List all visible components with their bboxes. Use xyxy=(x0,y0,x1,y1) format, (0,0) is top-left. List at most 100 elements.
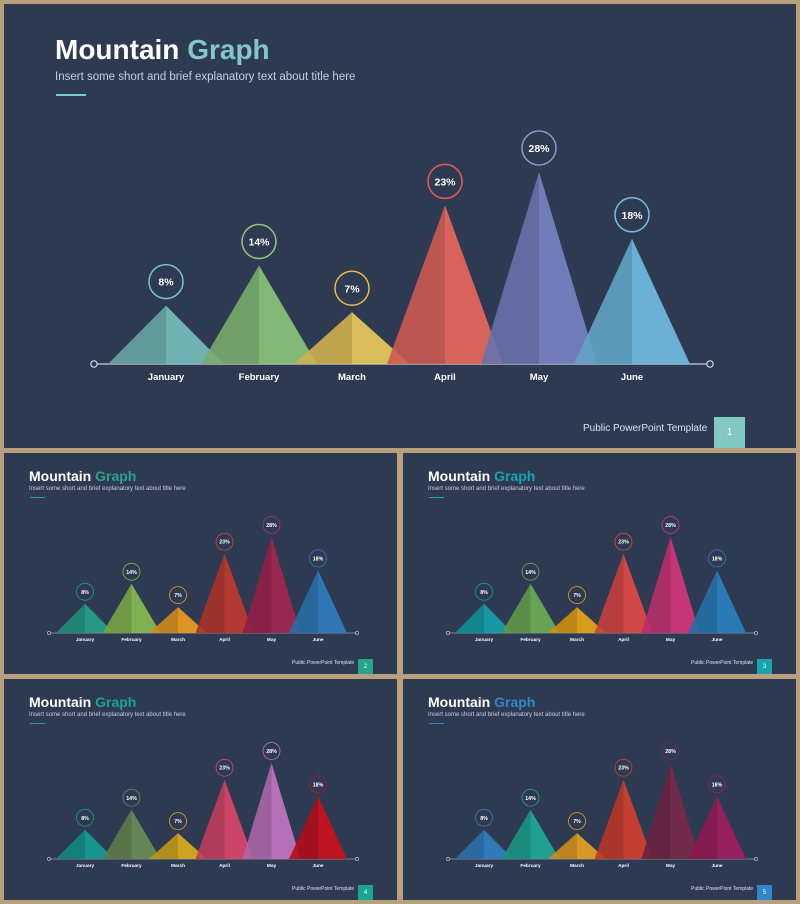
peak-left-face xyxy=(149,607,178,633)
peak-right-face xyxy=(318,796,347,859)
footer-text: Public PowerPoint Template xyxy=(292,886,355,892)
peak-right-face xyxy=(530,809,560,859)
data-label-ring xyxy=(334,270,370,306)
peak-shade xyxy=(195,779,225,859)
mountain-chart: 8% January 14% February 7% March 23% April 28% Ma… xyxy=(90,130,714,383)
peak-left-face xyxy=(455,603,484,633)
peak-shade xyxy=(594,779,624,859)
page-number: 2 xyxy=(358,659,373,674)
footer-text: Public PowerPoint Template xyxy=(583,423,708,434)
title-main: Mountain xyxy=(55,34,180,65)
peak-shade xyxy=(641,537,671,633)
data-label-ring xyxy=(568,812,586,830)
mountain-peak xyxy=(289,796,347,859)
mountain-peak xyxy=(102,583,161,633)
data-label: 18% xyxy=(712,556,723,562)
data-label-ring xyxy=(262,516,281,534)
data-label-ring xyxy=(122,562,141,581)
data-label: 28% xyxy=(665,523,676,529)
mountain-peak xyxy=(548,833,606,859)
peak-shade xyxy=(289,796,318,859)
peak-shade xyxy=(574,238,632,364)
data-label-ring xyxy=(309,775,327,794)
data-label: 28% xyxy=(665,749,676,755)
mountain-peak xyxy=(387,205,503,364)
data-label-ring xyxy=(122,788,141,807)
data-label: 7% xyxy=(573,593,581,599)
x-tick-label: February xyxy=(520,637,541,643)
axis-end-marker xyxy=(355,857,359,861)
peak-shade xyxy=(56,603,85,633)
axis-end-marker xyxy=(90,360,98,368)
peak-left-face xyxy=(594,553,624,633)
data-label-ring xyxy=(521,788,540,807)
mountain-peak xyxy=(201,265,317,364)
x-tick-label: April xyxy=(618,637,629,643)
peak-shade xyxy=(102,583,132,633)
page-number: 5 xyxy=(757,885,772,900)
mountain-peak xyxy=(289,570,347,633)
slide-subtitle: Insert some short and brief explanatory … xyxy=(428,712,585,718)
peak-right-face xyxy=(131,583,161,633)
peak-shade xyxy=(548,607,577,633)
title-main: Mountain xyxy=(428,694,491,710)
peak-right-face xyxy=(623,553,653,633)
peak-left-face xyxy=(455,829,484,859)
slide-title: Mountain Graph xyxy=(428,694,535,710)
peak-left-face xyxy=(387,205,445,364)
data-label: 23% xyxy=(219,540,230,546)
peak-left-face xyxy=(195,553,225,633)
peak-left-face xyxy=(548,833,577,859)
data-label: 14% xyxy=(248,237,270,249)
data-label: 28% xyxy=(528,143,550,155)
data-label-ring xyxy=(169,586,187,604)
data-label: 18% xyxy=(313,782,324,788)
data-label-ring xyxy=(215,532,234,551)
mountain-peak xyxy=(501,809,560,859)
peak-left-face xyxy=(108,305,166,364)
x-tick-label: May xyxy=(267,637,277,643)
x-tick-label: April xyxy=(219,863,230,869)
peak-right-face xyxy=(670,763,700,859)
data-label-ring xyxy=(614,532,633,551)
x-tick-label: February xyxy=(121,863,142,869)
title-underline xyxy=(56,94,86,96)
mountain-peak xyxy=(688,796,746,859)
x-tick-label: March xyxy=(570,863,584,869)
x-tick-label: January xyxy=(76,863,95,869)
peak-right-face xyxy=(484,829,513,859)
footer-text: Public PowerPoint Template xyxy=(691,886,754,892)
peak-shade xyxy=(289,570,318,633)
data-label-ring xyxy=(521,562,540,581)
x-tick-label: May xyxy=(267,863,277,869)
peak-right-face xyxy=(670,537,700,633)
title-accent: Graph xyxy=(494,468,536,484)
plot-area: 8% January 14% February 7% March 23% April 28% Ma… xyxy=(446,742,758,869)
peak-left-face xyxy=(594,779,624,859)
mountain-peak xyxy=(242,537,301,633)
data-label: 8% xyxy=(480,816,488,822)
page-number: 4 xyxy=(358,885,373,900)
slide-title: Mountain Graph xyxy=(29,468,136,484)
peak-shade xyxy=(201,265,259,364)
peak-left-face xyxy=(501,583,531,633)
slide-subtitle: Insert some short and brief explanatory … xyxy=(428,486,585,492)
data-label: 7% xyxy=(174,819,182,825)
data-label: 7% xyxy=(573,819,581,825)
x-tick-label: February xyxy=(520,863,541,869)
page-number: 1 xyxy=(714,417,745,448)
x-tick-label: January xyxy=(148,372,185,383)
x-tick-label: April xyxy=(618,863,629,869)
x-tick-label: April xyxy=(219,637,230,643)
peak-shade xyxy=(455,829,484,859)
peak-right-face xyxy=(717,570,746,633)
data-label-ring xyxy=(76,582,94,601)
peak-shade xyxy=(242,763,272,859)
mountain-peak xyxy=(195,779,254,859)
mountain-peak xyxy=(641,537,700,633)
peak-right-face xyxy=(224,553,254,633)
mountain-peak xyxy=(242,763,301,859)
data-label-ring xyxy=(708,549,726,568)
x-tick-label: June xyxy=(312,863,323,869)
axis-end-marker xyxy=(446,857,450,861)
